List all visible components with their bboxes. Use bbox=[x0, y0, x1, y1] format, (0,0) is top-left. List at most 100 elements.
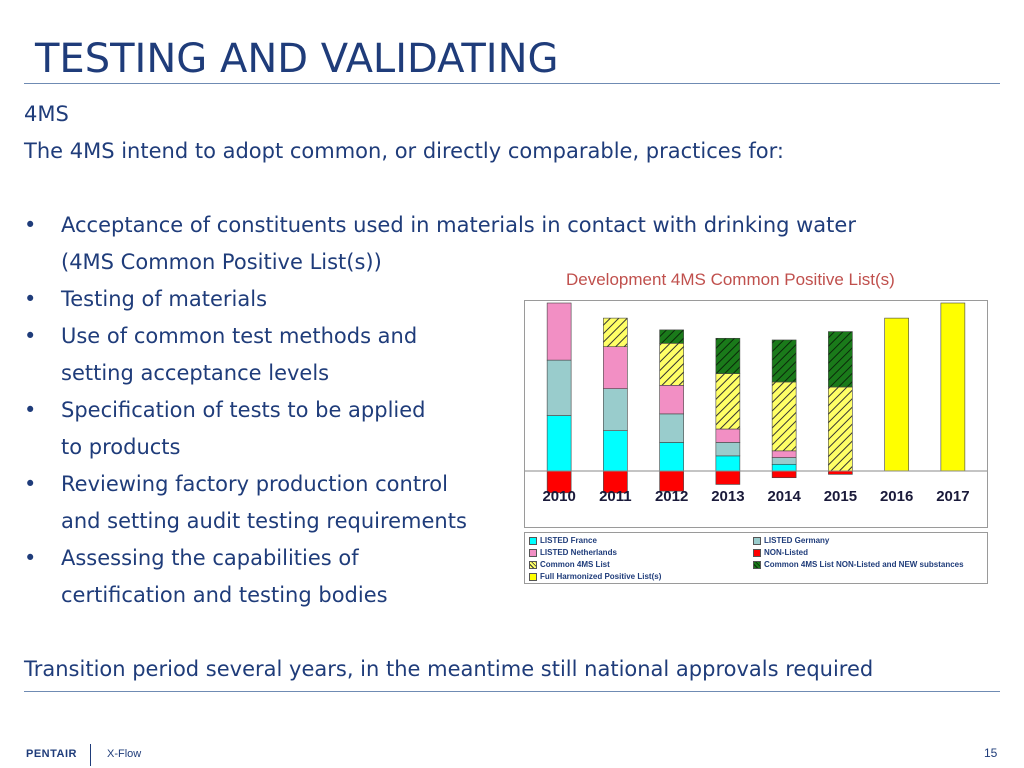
bullet-item: • Assessing the capabilities of bbox=[24, 540, 1014, 577]
pentair-logo: PENTAIR bbox=[26, 748, 77, 760]
x-tick-label: 2012 bbox=[655, 488, 688, 505]
bullet-marker: • bbox=[24, 472, 37, 496]
bar-group bbox=[546, 302, 966, 494]
legend-label: NON-Listed bbox=[764, 548, 808, 557]
spacer bbox=[24, 170, 1014, 207]
intro-text: The 4MS intend to adopt common, or direc… bbox=[24, 139, 784, 163]
bar-segment bbox=[603, 430, 628, 472]
spacer bbox=[24, 614, 1014, 651]
chart-title: Development 4MS Common Positive List(s) bbox=[566, 270, 895, 289]
bar-segment bbox=[828, 331, 853, 388]
bullet-marker: • bbox=[24, 546, 37, 570]
bar-segment bbox=[659, 413, 684, 443]
legend-label: Full Harmonized Positive List(s) bbox=[540, 572, 662, 581]
bullet-text: Acceptance of constituents used in mater… bbox=[61, 213, 856, 237]
legend-item: LISTED Germany bbox=[753, 536, 829, 545]
bar-segment bbox=[715, 428, 741, 443]
bar-segment bbox=[603, 346, 628, 389]
bar-segment bbox=[659, 442, 684, 472]
legend-item: Common 4MS List bbox=[529, 560, 610, 569]
legend-item: LISTED Netherlands bbox=[529, 548, 617, 557]
x-tick-label: 2013 bbox=[711, 488, 744, 505]
legend-label: LISTED France bbox=[540, 536, 597, 545]
bullet-continuation: to products bbox=[61, 435, 181, 459]
bullet-continuation: (4MS Common Positive List(s)) bbox=[61, 250, 382, 274]
x-tick-label: 2017 bbox=[936, 488, 969, 505]
bullet-item: • Specification of tests to be applied bbox=[24, 392, 1014, 429]
legend-item: Common 4MS List NON-Listed and NEW subst… bbox=[753, 560, 964, 569]
bar-segment bbox=[715, 442, 741, 457]
bar-segment bbox=[546, 302, 572, 361]
bullet-item: • Testing of materials bbox=[24, 281, 1014, 318]
bullet-continuation: and setting audit testing requirements bbox=[61, 509, 467, 533]
bar-segment bbox=[546, 415, 572, 472]
x-tick-label: 2011 bbox=[599, 488, 632, 505]
bullet-continuation: setting acceptance levels bbox=[61, 361, 330, 385]
bar-segment bbox=[771, 463, 797, 472]
bullet-text: Testing of materials bbox=[61, 287, 268, 311]
bar-segment bbox=[940, 302, 966, 472]
bar-segment bbox=[771, 339, 797, 383]
bar-segment bbox=[603, 388, 628, 431]
x-tick-labels: 2010 2011 2012 2013 2014 2015 2016 2017 bbox=[542, 488, 969, 505]
x-tick-label: 2010 bbox=[542, 488, 575, 505]
bar-segment bbox=[828, 386, 853, 472]
bar-segment bbox=[715, 337, 741, 374]
chart-legend: LISTED France LISTED Germany LISTED Neth… bbox=[524, 532, 988, 584]
bar-segment bbox=[546, 359, 572, 416]
legend-item: Full Harmonized Positive List(s) bbox=[529, 572, 661, 581]
bar-segment bbox=[603, 317, 628, 347]
bullet-text: Assessing the capabilities of bbox=[61, 546, 359, 570]
bar-segment bbox=[771, 470, 797, 479]
bullet-text: Specification of tests to be applied bbox=[61, 398, 426, 422]
bar-segment bbox=[659, 343, 684, 386]
slide-title: TESTING AND VALIDATING bbox=[35, 36, 559, 82]
legend-swatch bbox=[529, 536, 537, 545]
legend-label: LISTED Germany bbox=[764, 536, 830, 545]
slide-body: 4MS The 4MS intend to adopt common, or d… bbox=[24, 96, 1014, 688]
title-divider bbox=[24, 83, 1000, 84]
legend-swatch bbox=[753, 560, 761, 569]
x-tick-label: 2016 bbox=[880, 488, 913, 505]
bullet-marker: • bbox=[24, 398, 37, 422]
legend-swatch bbox=[529, 548, 537, 557]
legend-label: LISTED Netherlands bbox=[540, 548, 617, 557]
footer-separator bbox=[90, 744, 91, 766]
bar-segment bbox=[884, 317, 909, 472]
bar-segment bbox=[659, 329, 684, 344]
legend-label: Common 4MS List bbox=[540, 560, 610, 569]
legend-swatch bbox=[529, 572, 537, 581]
conclusion-text: Transition period several years, in the … bbox=[24, 657, 874, 681]
bullet-item: • Acceptance of constituents used in mat… bbox=[24, 207, 1014, 244]
bullet-marker: • bbox=[24, 213, 37, 237]
legend-label: Common 4MS List NON-Listed and NEW subst… bbox=[764, 560, 964, 569]
page-number: 15 bbox=[984, 746, 998, 760]
bullet-text: Use of common test methods and bbox=[61, 324, 418, 348]
bar-segment bbox=[771, 457, 797, 465]
bar-segment bbox=[715, 373, 741, 430]
subtitle: 4MS bbox=[24, 102, 69, 126]
bar-segment bbox=[771, 450, 797, 458]
legend-item: LISTED France bbox=[529, 536, 597, 545]
bullet-text: Reviewing factory production control bbox=[61, 472, 448, 496]
bullet-item: • Use of common test methods and bbox=[24, 318, 1014, 355]
bar-segment bbox=[828, 470, 853, 475]
bullet-marker: • bbox=[24, 287, 37, 311]
legend-swatch bbox=[529, 560, 537, 569]
bullet-continuation: certification and testing bodies bbox=[61, 583, 388, 607]
stacked-bar-chart: 2010 2011 2012 2013 2014 2015 2016 2017 bbox=[525, 302, 987, 505]
footer-brand: X-Flow bbox=[107, 748, 142, 760]
legend-item: NON-Listed bbox=[753, 548, 808, 557]
footer-divider bbox=[24, 691, 1000, 692]
x-tick-label: 2014 bbox=[767, 488, 801, 505]
bar-segment bbox=[771, 381, 797, 452]
x-tick-label: 2015 bbox=[824, 488, 857, 505]
legend-swatch bbox=[753, 548, 761, 557]
bar-segment bbox=[659, 385, 684, 415]
bar-segment bbox=[715, 470, 741, 485]
bullet-marker: • bbox=[24, 324, 37, 348]
bar-segment bbox=[715, 455, 741, 472]
bullet-item: • Reviewing factory production control bbox=[24, 466, 1014, 503]
legend-swatch bbox=[753, 536, 761, 545]
chart-area: 2010 2011 2012 2013 2014 2015 2016 2017 bbox=[524, 300, 988, 528]
